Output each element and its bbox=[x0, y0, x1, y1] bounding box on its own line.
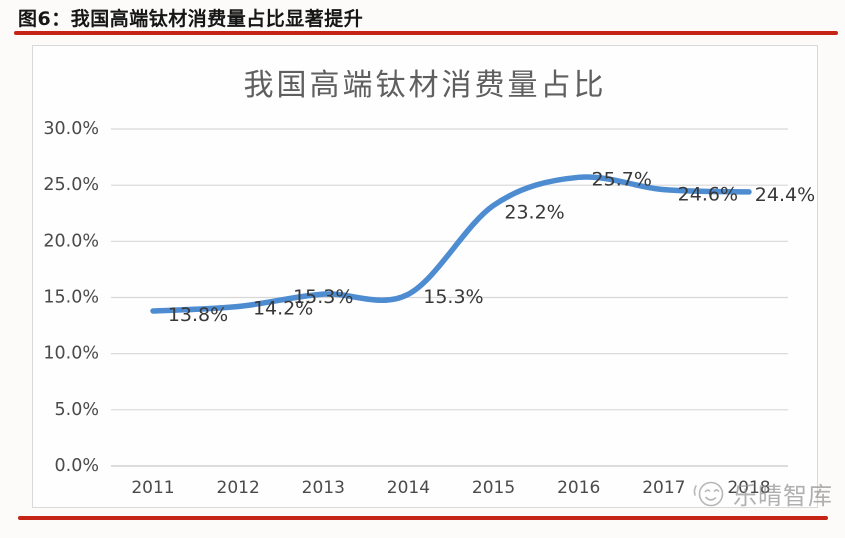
y-tick-label: 20.0% bbox=[43, 231, 99, 251]
data-label: 24.4% bbox=[755, 184, 815, 206]
y-tick-label: 30.0% bbox=[43, 119, 99, 139]
x-tick-label: 2017 bbox=[642, 478, 685, 498]
data-label: 15.3% bbox=[423, 286, 483, 308]
data-label: 13.8% bbox=[168, 304, 228, 326]
data-label: 15.3% bbox=[293, 286, 353, 308]
data-label: 24.6% bbox=[678, 184, 738, 206]
x-tick-label: 2011 bbox=[131, 478, 174, 498]
figure-caption: 图6：我国高端钛材消费量占比显著提升 bbox=[18, 8, 364, 30]
data-label: 25.7% bbox=[592, 168, 652, 190]
x-tick-label: 2015 bbox=[472, 478, 515, 498]
y-tick-label: 25.0% bbox=[43, 175, 99, 195]
y-tick-label: 15.0% bbox=[43, 288, 99, 308]
y-tick-label: 10.0% bbox=[43, 344, 99, 364]
y-tick-label: 5.0% bbox=[55, 400, 99, 420]
x-tick-label: 2018 bbox=[727, 478, 770, 498]
line-chart-plot-area: 30.0% 25.0% 20.0% 15.0% 10.0% 5.0% 0.0% 2011 201… bbox=[43, 119, 815, 498]
x-tick-label: 2012 bbox=[217, 478, 260, 498]
series-line bbox=[150, 174, 752, 314]
x-tick-label: 2013 bbox=[302, 478, 345, 498]
data-label: 14.2% bbox=[253, 297, 313, 319]
bottom-divider bbox=[18, 516, 828, 520]
chart-title: 我国高端钛材消费量占比 bbox=[243, 68, 607, 103]
top-divider bbox=[14, 31, 838, 35]
x-tick-label: 2016 bbox=[557, 478, 600, 498]
y-tick-label: 0.0% bbox=[55, 456, 99, 476]
x-tick-label: 2014 bbox=[387, 478, 430, 498]
data-label: 23.2% bbox=[504, 201, 564, 223]
chart-card: 我国高端钛材消费量占比 30.0% 25.0% 20.0% 15.0% 10.0% 5.0… bbox=[32, 45, 818, 508]
